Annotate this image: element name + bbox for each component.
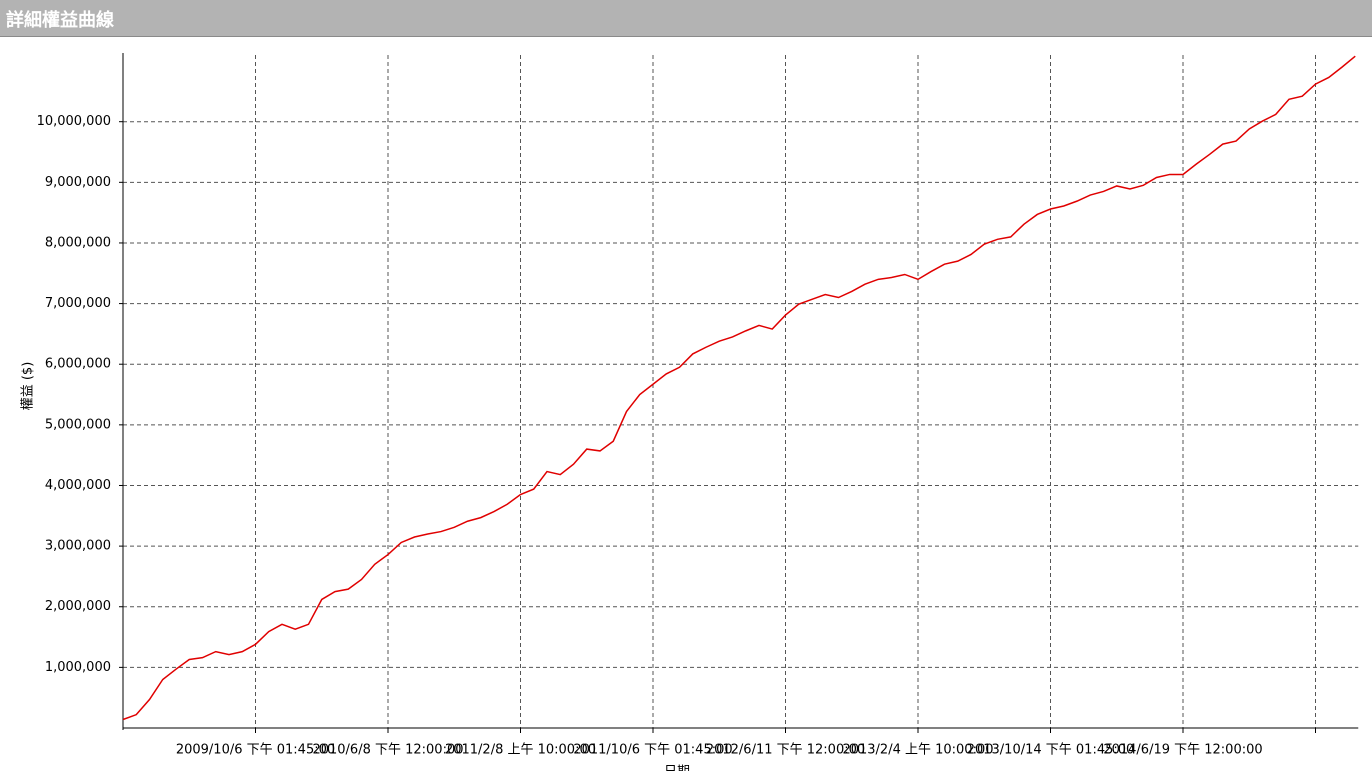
x-tick-label: 2011/10/6 下午 01:45:00 xyxy=(573,743,732,758)
x-axis-label: 日期 xyxy=(664,765,690,771)
header: 詳細權益曲線 xyxy=(0,0,1372,37)
y-axis-label: 權益 ($) xyxy=(21,362,36,411)
y-tick-label: 4,000,000 xyxy=(45,478,111,493)
y-tick-label: 9,000,000 xyxy=(45,175,111,190)
y-tick-label: 7,000,000 xyxy=(45,296,111,311)
x-tick-label: 2012/6/11 下午 12:00:00 xyxy=(706,743,865,758)
y-tick-label: 2,000,000 xyxy=(45,599,111,614)
equity-line xyxy=(122,55,1356,721)
x-tick-label: 2010/6/8 下午 12:00:00 xyxy=(312,743,463,758)
y-tick-label: 1,000,000 xyxy=(45,660,111,675)
y-tick-label: 6,000,000 xyxy=(45,357,111,372)
chart-title: 詳細權益曲線 xyxy=(6,10,114,31)
y-tick-label: 5,000,000 xyxy=(45,417,111,432)
x-tick-label: 2011/2/8 上午 10:00:00 xyxy=(445,743,596,758)
y-tick-label: 10,000,000 xyxy=(37,114,111,129)
x-tick-label: 2009/10/6 下午 01:45:00 xyxy=(176,743,335,758)
x-tick-label: 2013/2/4 上午 10:00:00 xyxy=(842,743,993,758)
x-tick-label: 2014/6/19 下午 12:00:00 xyxy=(1103,743,1262,758)
y-tick-label: 3,000,000 xyxy=(45,539,111,554)
x-tick-label: 2013/10/14 下午 01:45:00 xyxy=(967,743,1135,758)
chart: 1,000,000 2,000,000 3,000,000 4,000,000 5,00… xyxy=(21,53,1359,771)
y-tick-label: 8,000,000 xyxy=(45,235,111,250)
